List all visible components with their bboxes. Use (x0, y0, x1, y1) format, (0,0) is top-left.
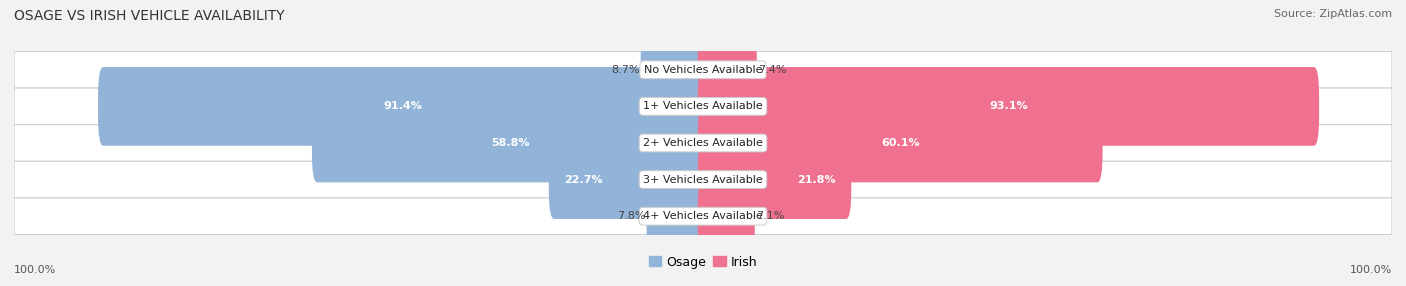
FancyBboxPatch shape (14, 161, 1392, 198)
Text: No Vehicles Available: No Vehicles Available (644, 65, 762, 75)
FancyBboxPatch shape (14, 88, 1392, 125)
FancyBboxPatch shape (697, 67, 1319, 146)
FancyBboxPatch shape (312, 104, 709, 182)
FancyBboxPatch shape (641, 30, 709, 109)
Text: 7.1%: 7.1% (756, 211, 785, 221)
Text: 8.7%: 8.7% (610, 65, 640, 75)
Text: 100.0%: 100.0% (1350, 265, 1392, 275)
FancyBboxPatch shape (98, 67, 709, 146)
Text: Source: ZipAtlas.com: Source: ZipAtlas.com (1274, 9, 1392, 19)
Text: 100.0%: 100.0% (14, 265, 56, 275)
Text: 21.8%: 21.8% (797, 175, 837, 184)
Text: 4+ Vehicles Available: 4+ Vehicles Available (643, 211, 763, 221)
FancyBboxPatch shape (647, 177, 709, 256)
FancyBboxPatch shape (697, 104, 1102, 182)
FancyBboxPatch shape (14, 198, 1392, 235)
FancyBboxPatch shape (548, 140, 709, 219)
Text: 93.1%: 93.1% (988, 102, 1028, 111)
Text: 7.4%: 7.4% (758, 65, 786, 75)
FancyBboxPatch shape (14, 51, 1392, 88)
FancyBboxPatch shape (14, 125, 1392, 161)
Text: 3+ Vehicles Available: 3+ Vehicles Available (643, 175, 763, 184)
FancyBboxPatch shape (697, 30, 756, 109)
Legend: Osage, Irish: Osage, Irish (648, 255, 758, 269)
Text: 7.8%: 7.8% (617, 211, 645, 221)
FancyBboxPatch shape (697, 177, 755, 256)
Text: 91.4%: 91.4% (384, 102, 423, 111)
Text: 58.8%: 58.8% (491, 138, 529, 148)
FancyBboxPatch shape (697, 140, 851, 219)
Text: 22.7%: 22.7% (564, 175, 603, 184)
Text: 1+ Vehicles Available: 1+ Vehicles Available (643, 102, 763, 111)
Text: 60.1%: 60.1% (880, 138, 920, 148)
Text: OSAGE VS IRISH VEHICLE AVAILABILITY: OSAGE VS IRISH VEHICLE AVAILABILITY (14, 9, 284, 23)
Text: 2+ Vehicles Available: 2+ Vehicles Available (643, 138, 763, 148)
